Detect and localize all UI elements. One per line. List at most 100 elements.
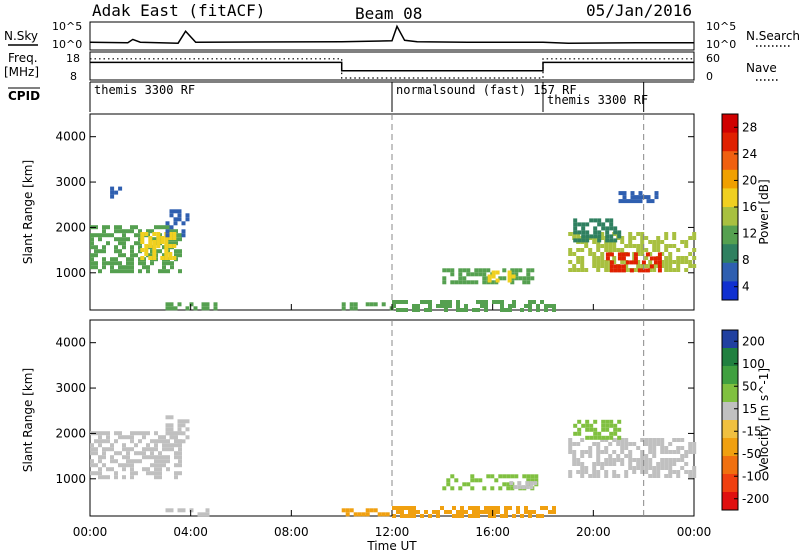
velocity-data-cell xyxy=(170,443,174,448)
power-data-cell xyxy=(126,269,130,274)
velocity-data-cell xyxy=(450,474,455,479)
velocity-data-cell xyxy=(492,510,496,514)
velocity-data-cell xyxy=(170,447,174,452)
velocity-data-cell xyxy=(166,443,170,448)
power-data-cell xyxy=(470,280,475,285)
power-data-cell xyxy=(604,248,609,252)
power-data-cell xyxy=(341,306,346,311)
velocity-data-cell xyxy=(628,454,633,458)
velocity-data-cell xyxy=(506,474,511,479)
power-data-cell xyxy=(110,233,114,238)
power-data-cell xyxy=(636,252,641,256)
power-y-tick-label: 4000 xyxy=(55,130,86,144)
power-data-cell xyxy=(102,249,106,254)
power-data-cell xyxy=(130,253,134,258)
velocity-data-cell xyxy=(500,514,504,518)
velocity-data-cell xyxy=(365,508,370,513)
power-data-cell xyxy=(90,261,94,266)
power-data-cell xyxy=(213,306,218,311)
velocity-data-cell xyxy=(470,486,475,491)
velocity-data-cell xyxy=(498,486,503,491)
nave-label: Nave xyxy=(746,61,777,75)
velocity-data-cell xyxy=(668,470,673,474)
power-data-cell xyxy=(118,269,122,274)
power-data-cell xyxy=(641,268,646,273)
velocity-data-cell xyxy=(596,470,601,474)
power-data-cell xyxy=(644,256,649,260)
velocity-data-cell xyxy=(504,506,508,510)
velocity-data-cell xyxy=(118,451,122,456)
velocity-data-cell xyxy=(165,431,170,436)
velocity-data-cell xyxy=(648,462,653,466)
velocity-data-cell xyxy=(588,474,593,478)
velocity-data-cell xyxy=(126,459,130,464)
velocity-data-cell xyxy=(660,442,665,446)
power-colorbar-swatch xyxy=(722,169,738,189)
power-data-cell xyxy=(638,191,643,196)
power-data-cell xyxy=(508,308,512,312)
velocity-data-cell xyxy=(676,438,681,442)
velocity-data-cell xyxy=(605,423,610,428)
velocity-data-cell xyxy=(361,512,366,517)
power-data-cell xyxy=(622,199,627,204)
power-data-cell xyxy=(178,249,182,254)
velocity-data-cell xyxy=(412,506,416,510)
velocity-data-cell xyxy=(597,431,602,436)
velocity-data-cell xyxy=(613,427,618,432)
velocity-data-cell xyxy=(680,466,685,470)
velocity-data-cell xyxy=(122,443,126,448)
velocity-data-cell xyxy=(484,506,488,510)
velocity-data-cell xyxy=(692,442,697,446)
velocity-data-cell xyxy=(134,431,138,436)
power-data-cell xyxy=(174,241,178,246)
velocity-data-cell xyxy=(142,435,146,440)
velocity-data-cell xyxy=(146,467,150,472)
power-data-cell xyxy=(474,280,479,285)
power-data-cell xyxy=(154,237,158,242)
velocity-data-cell xyxy=(162,463,166,468)
velocity-data-cell xyxy=(644,462,649,466)
power-data-cell xyxy=(573,222,578,227)
power-data-cell xyxy=(640,264,645,268)
power-data-cell xyxy=(126,257,130,262)
velocity-data-cell xyxy=(456,514,460,518)
velocity-data-cell xyxy=(573,423,578,428)
power-data-cell xyxy=(644,236,649,240)
power-data-cell xyxy=(680,240,685,244)
power-data-cell xyxy=(158,269,162,274)
power-data-cell xyxy=(617,268,622,273)
power-data-cell xyxy=(688,236,693,240)
power-data-cell xyxy=(482,272,487,277)
velocity-data-cell xyxy=(440,506,444,510)
power-data-cell xyxy=(156,236,161,240)
velocity-data-cell xyxy=(110,447,114,452)
velocity-data-cell xyxy=(676,450,681,454)
velocity-data-cell xyxy=(592,470,597,474)
power-data-cell xyxy=(164,256,169,260)
velocity-data-cell xyxy=(476,514,480,518)
velocity-data-cell xyxy=(178,463,182,468)
power-data-cell xyxy=(638,195,643,200)
power-data-cell xyxy=(596,248,601,252)
power-data-cell xyxy=(584,244,589,248)
velocity-data-cell xyxy=(648,442,653,446)
velocity-data-cell xyxy=(436,510,440,514)
power-data-cell xyxy=(462,268,467,273)
velocity-data-cell xyxy=(162,447,166,452)
velocity-data-cell xyxy=(636,458,641,462)
velocity-colorbar-tick-label: 15 xyxy=(742,402,757,416)
power-data-cell xyxy=(609,226,614,231)
velocity-data-cell xyxy=(584,470,589,474)
velocity-data-cell xyxy=(648,458,653,462)
power-data-cell xyxy=(676,264,681,268)
velocity-data-cell xyxy=(676,474,681,478)
velocity-data-cell xyxy=(205,508,210,513)
power-data-cell xyxy=(110,194,115,199)
velocity-data-cell xyxy=(680,446,685,450)
velocity-data-cell xyxy=(540,514,544,518)
noise-panel xyxy=(89,21,695,51)
velocity-data-cell xyxy=(106,439,110,444)
power-data-cell xyxy=(600,252,605,256)
velocity-data-cell xyxy=(130,475,134,480)
power-data-cell xyxy=(130,249,134,254)
